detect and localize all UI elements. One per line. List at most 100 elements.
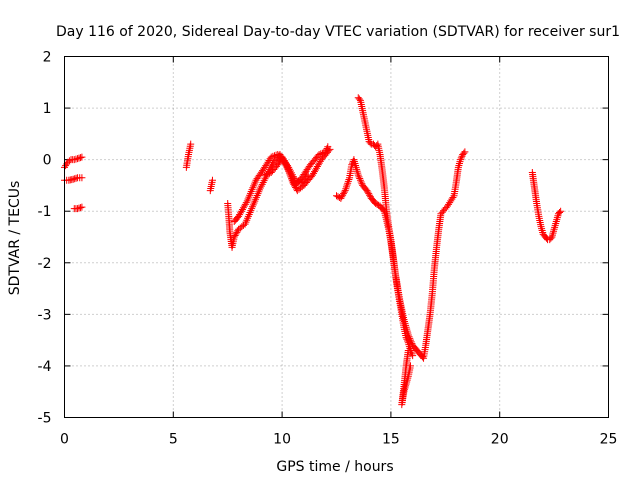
data-point	[233, 228, 241, 236]
data-point	[275, 158, 283, 166]
data-point	[552, 218, 560, 226]
data-point	[455, 161, 463, 169]
data-point	[315, 150, 323, 158]
data-point	[269, 152, 277, 160]
data-point	[303, 173, 311, 181]
data-point	[293, 177, 301, 185]
data-point	[338, 193, 346, 201]
data-point	[284, 162, 292, 170]
data-point	[373, 200, 381, 208]
data-point	[354, 171, 362, 179]
y-tick-label: 2	[43, 50, 52, 66]
y-tick-label: -3	[38, 307, 52, 323]
data-point	[323, 144, 331, 152]
data-point	[262, 170, 270, 178]
data-point	[457, 156, 465, 164]
data-point	[551, 223, 559, 231]
data-point	[457, 154, 465, 162]
data-point	[78, 203, 86, 211]
data-point	[366, 139, 374, 147]
data-point	[322, 146, 330, 154]
data-point	[553, 216, 561, 224]
data-point	[296, 178, 304, 186]
data-series-sur1	[61, 94, 565, 409]
data-point	[76, 204, 84, 212]
data-point	[552, 219, 560, 227]
data-point	[461, 148, 469, 156]
chart-title: Day 116 of 2020, Sidereal Day-to-day VTE…	[56, 24, 620, 40]
data-point	[363, 187, 371, 195]
data-point	[365, 190, 373, 198]
grid	[64, 56, 609, 418]
x-tick-label: 10	[273, 432, 291, 448]
data-point	[372, 199, 380, 207]
data-point	[322, 148, 330, 156]
data-point	[538, 225, 546, 233]
data-point	[339, 191, 347, 199]
data-point	[242, 199, 250, 207]
data-point	[344, 177, 352, 185]
data-point	[556, 209, 564, 217]
data-point	[264, 170, 272, 178]
data-point	[208, 176, 216, 184]
data-point	[187, 140, 195, 148]
data-point	[232, 230, 240, 238]
data-point	[274, 161, 282, 169]
x-axis-label: GPS time / hours	[276, 459, 393, 475]
x-tick-label: 5	[169, 432, 178, 448]
data-point	[291, 176, 299, 184]
data-point	[364, 188, 372, 196]
data-point	[409, 352, 417, 360]
y-tick-label: 1	[43, 101, 52, 117]
data-point	[455, 160, 463, 168]
y-tick-label: -1	[38, 204, 52, 220]
data-point	[230, 233, 238, 241]
data-point	[78, 153, 86, 161]
data-point	[449, 193, 457, 201]
data-point	[339, 190, 347, 198]
data-point	[550, 227, 558, 235]
axis-ticks: 0 5 10 15 20 25 -5 -4 -3 -2 -1 0 1 2	[38, 50, 618, 448]
data-point	[357, 178, 365, 186]
x-tick-label: 25	[600, 432, 618, 448]
data-point	[275, 159, 283, 167]
data-point	[267, 153, 275, 161]
data-point	[304, 171, 312, 179]
data-point	[358, 180, 366, 188]
data-point	[333, 192, 340, 200]
data-point	[547, 234, 555, 242]
data-point	[340, 188, 348, 196]
data-point	[406, 362, 414, 370]
y-tick-label: -2	[38, 256, 52, 272]
data-point	[71, 175, 79, 183]
data-point	[75, 154, 83, 162]
data-point	[65, 157, 73, 165]
data-point	[550, 225, 558, 233]
data-point	[557, 207, 565, 215]
data-point	[69, 175, 77, 183]
x-tick-label: 0	[60, 432, 69, 448]
data-point	[454, 163, 462, 171]
data-point	[317, 150, 325, 158]
data-point	[458, 152, 466, 160]
data-point	[70, 156, 78, 164]
x-tick-label: 20	[491, 432, 509, 448]
data-point	[379, 206, 387, 214]
data-point	[343, 181, 351, 189]
data-point	[355, 173, 363, 181]
data-point	[355, 95, 363, 103]
data-point	[345, 176, 353, 184]
data-point	[272, 151, 280, 159]
data-point	[75, 204, 83, 212]
data-point	[403, 335, 411, 343]
data-point	[356, 175, 364, 183]
data-point	[231, 231, 239, 239]
data-point	[78, 174, 86, 182]
data-point	[551, 221, 559, 229]
data-point	[324, 143, 332, 151]
y-tick-label: -4	[38, 359, 52, 375]
data-point	[261, 171, 269, 179]
data-point	[318, 149, 326, 157]
data-point	[460, 149, 468, 157]
